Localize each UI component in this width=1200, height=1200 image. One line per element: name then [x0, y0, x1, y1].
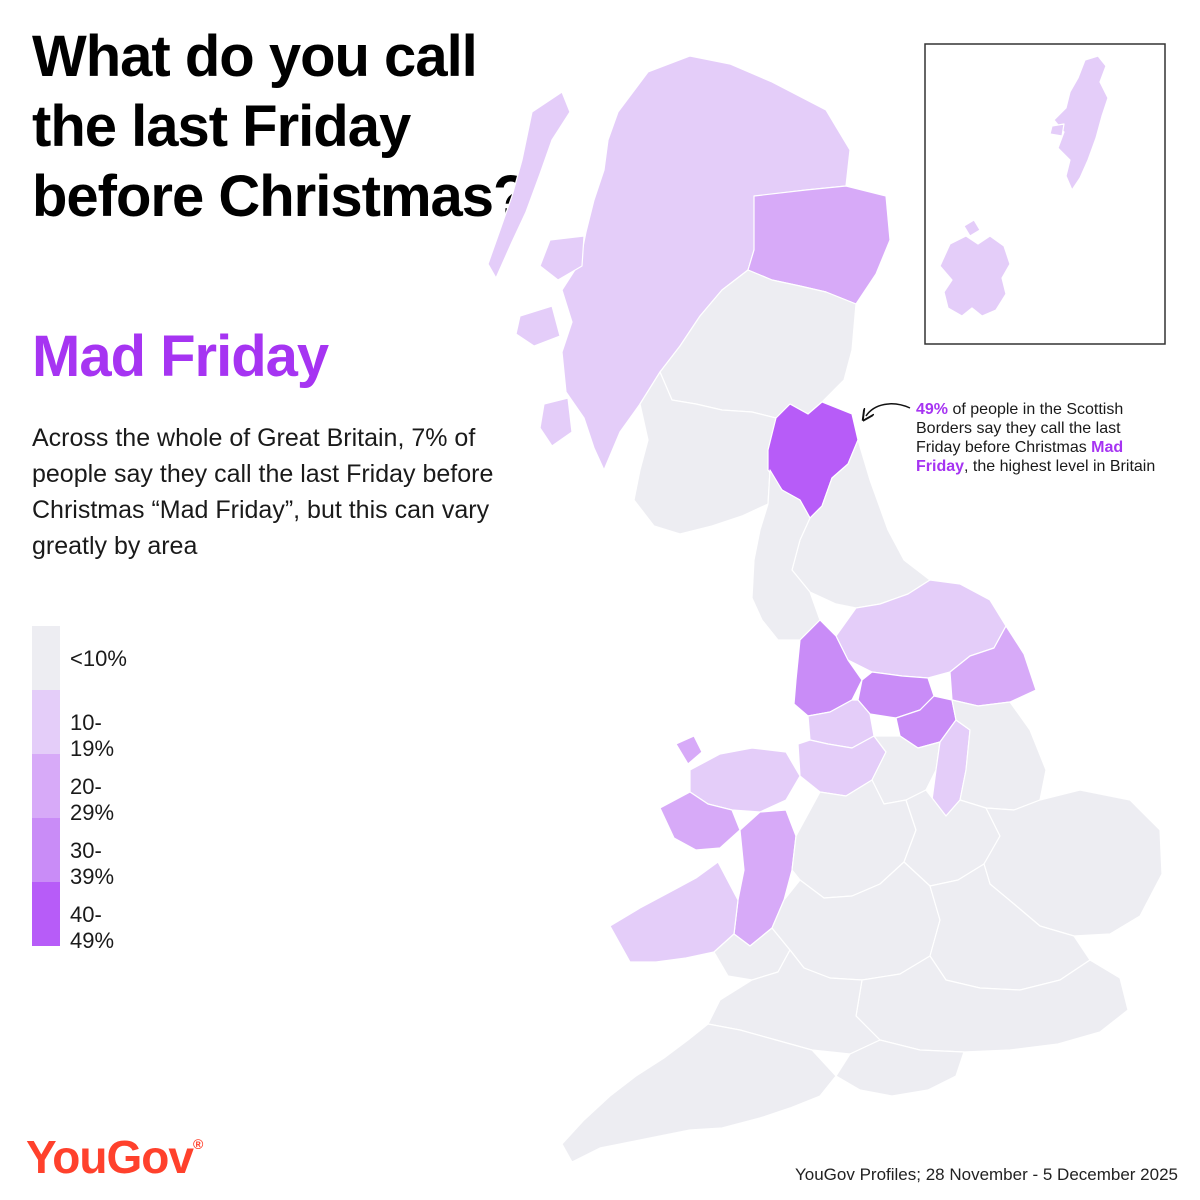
yougov-logo: YouGov®	[26, 1130, 203, 1184]
registered-mark-icon: ®	[192, 1136, 203, 1152]
legend-swatch	[32, 626, 60, 690]
description-text: Across the whole of Great Britain, 7% of…	[32, 424, 494, 560]
region-skye	[539, 235, 585, 281]
annotation-highlight: Mad Friday	[916, 439, 1124, 475]
shetland-islands	[1053, 55, 1109, 191]
region-derbyshire-notts	[871, 735, 941, 805]
orkney-north	[963, 219, 981, 237]
orkney-islands	[939, 235, 1011, 317]
source-note: YouGov Profiles; 28 November - 5 Decembe…	[794, 1165, 1178, 1184]
annotation-text-after: , the highest level in Britain	[964, 458, 1156, 475]
shetland-west	[1049, 123, 1065, 137]
region-cumbria	[751, 469, 821, 641]
legend-swatch	[32, 690, 60, 754]
annotation-text-before: of people in the Scottish Borders say th…	[916, 401, 1124, 456]
chart-subtitle: Mad Friday	[32, 324, 329, 389]
legend-swatch	[32, 754, 60, 818]
logo-text: YouGov	[26, 1131, 194, 1183]
scotland-regions	[487, 55, 891, 535]
legend-label: 10-19%	[70, 710, 115, 761]
region-south-west-wales	[609, 861, 739, 963]
legend-label: 40-49%	[70, 902, 115, 953]
annotation-text: 49% of people in the Scottish Borders sa…	[916, 400, 1156, 476]
region-islay	[539, 397, 573, 447]
legend-label: 30-39%	[70, 838, 115, 889]
england-wales-regions	[561, 439, 1163, 1163]
legend-label: <10%	[70, 646, 127, 671]
region-mull	[515, 305, 561, 347]
region-dorset-hampshire	[835, 1039, 965, 1097]
chart-title: What do you call the last Friday before …	[32, 24, 528, 229]
legend-swatch	[32, 818, 60, 882]
legend-label: 20-29%	[70, 774, 115, 825]
region-east-riding	[949, 625, 1037, 707]
inset-islands	[939, 55, 1109, 317]
region-western-isles	[487, 91, 571, 279]
annotation-value: 49%	[916, 401, 949, 418]
annotation-arrow	[866, 403, 911, 416]
region-devon-cornwall	[561, 1023, 837, 1163]
region-anglesey	[675, 735, 703, 765]
legend-swatch	[32, 882, 60, 946]
